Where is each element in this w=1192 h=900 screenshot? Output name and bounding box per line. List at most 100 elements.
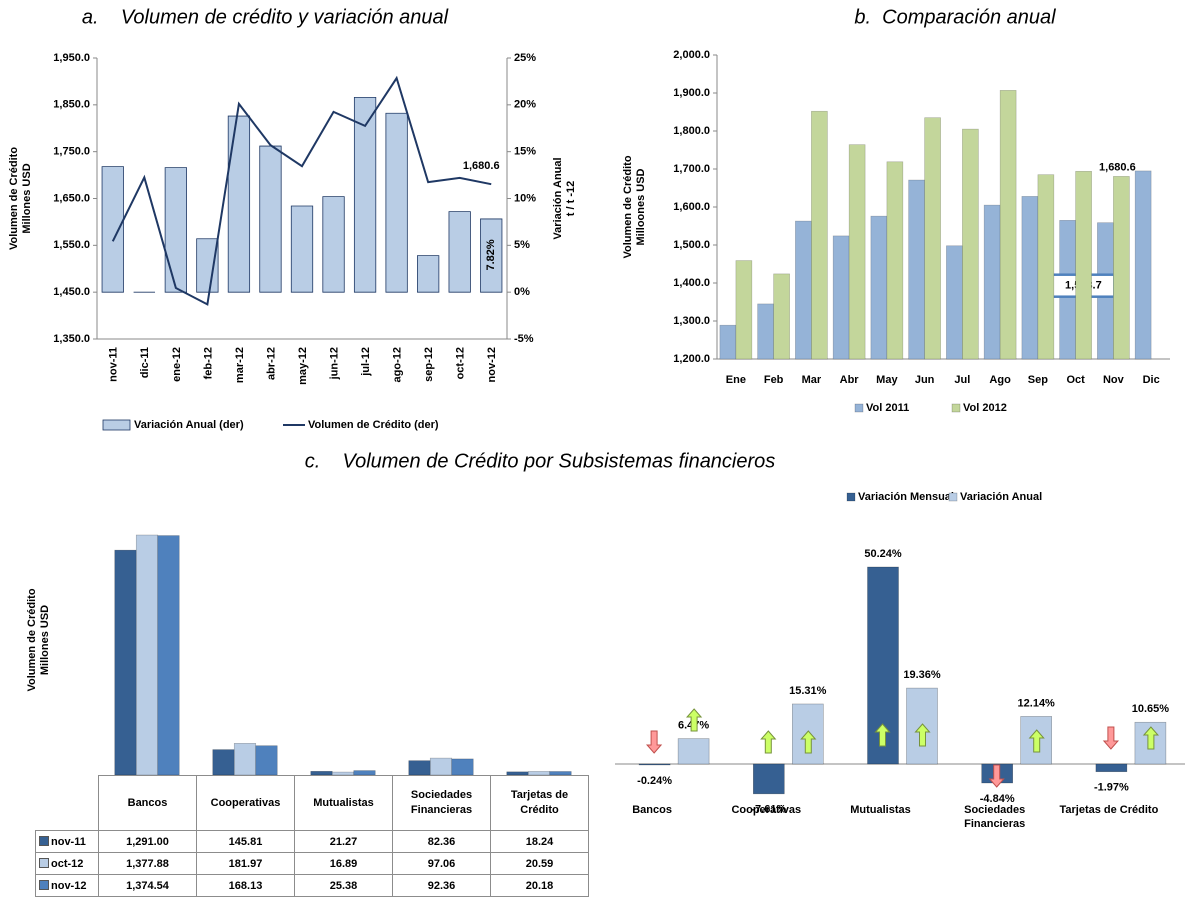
table-cell: 145.81 (196, 830, 295, 853)
bar (101, 166, 124, 293)
y-tick-label: 1,700.0 (673, 163, 710, 175)
data-label: 1,680.6 (463, 160, 500, 172)
legend-swatch (39, 857, 49, 868)
y2-tick-label: -5% (514, 333, 534, 345)
table-cell: 16.89 (294, 852, 393, 875)
axis-title: Volumen de Crédito (26, 588, 38, 691)
x-tick-label: may-12 (297, 347, 309, 385)
bar (1037, 174, 1055, 360)
y2-tick-label: 15% (514, 146, 536, 158)
x-tick-label: Cooperativas (731, 804, 802, 816)
x-tick-label: Bancos (632, 804, 672, 816)
table-corner (35, 775, 99, 831)
bar (448, 211, 471, 293)
y2-tick-label: 5% (514, 239, 530, 251)
bar (259, 145, 282, 293)
x-tick-label: Nov (1103, 374, 1125, 386)
chart-title: b. Comparación anual (854, 6, 1056, 28)
trend-arrow (760, 730, 777, 754)
bar (832, 235, 850, 360)
bar (999, 90, 1017, 360)
bar (212, 749, 235, 776)
bar (255, 745, 278, 776)
x-tick-label: jun-12 (328, 347, 340, 380)
bar (1095, 763, 1128, 773)
table-cell: 25.38 (294, 874, 393, 897)
legend-label: Vol 2012 (963, 402, 1007, 414)
x-tick-label: dic-11 (139, 347, 151, 378)
bar (322, 196, 345, 293)
bar (1021, 196, 1039, 360)
axis-title: Volumen de Crédito (8, 147, 20, 250)
data-label: 1,680.6 (1099, 161, 1136, 173)
bar (811, 110, 828, 360)
y-tick-label: 1,600.0 (673, 201, 710, 213)
bar (196, 238, 219, 293)
x-tick-label: mar-12 (234, 347, 246, 383)
bar (164, 167, 187, 293)
x-tick-label: sep-12 (423, 347, 435, 382)
x-tick-label: Sociedades Financieras (964, 804, 1026, 830)
bar (719, 324, 737, 360)
table-cell: 20.59 (490, 852, 589, 875)
x-tick-label: Ene (726, 374, 746, 386)
legend-label: nov-12 (51, 879, 87, 892)
x-tick-label: Oct (1066, 374, 1085, 386)
trend-arrow (1028, 729, 1045, 753)
trend-arrow (645, 730, 663, 754)
trend-arrow (1142, 726, 1160, 750)
x-tick-label: May (876, 374, 898, 386)
trend-arrow (685, 708, 703, 732)
axis-title: Volumen de Crédito (622, 155, 634, 258)
data-label: 10.65% (1132, 703, 1170, 715)
data-label: 12.14% (1018, 697, 1056, 709)
axis-title: Millones USD (39, 605, 51, 675)
bar (757, 303, 774, 360)
x-tick-label: Jul (954, 374, 970, 386)
table-row: nov-11 1,291.00 145.81 21.27 82.36 18.24 (35, 830, 589, 853)
y2-tick-label: 0% (514, 286, 530, 298)
table-header: Cooperativas (196, 775, 295, 831)
x-tick-label: ago-12 (392, 347, 404, 382)
y-tick-label: 1,950.0 (53, 52, 90, 64)
x-tick-label: Feb (764, 374, 784, 386)
y-tick-label: 1,850.0 (53, 99, 90, 111)
legend-label: Vol 2011 (866, 402, 909, 414)
trend-arrow (914, 723, 931, 747)
x-tick-label: jul-12 (360, 347, 372, 377)
x-tick-label: oct-12 (455, 347, 467, 379)
bar (408, 760, 431, 776)
bar (417, 255, 440, 293)
bar (135, 534, 159, 776)
table-header: Bancos (98, 775, 197, 831)
bar (114, 549, 137, 776)
x-tick-label: Abr (840, 374, 860, 386)
x-tick-label: Ago (989, 374, 1011, 386)
legend-label: Variación Anual (der) (134, 419, 244, 431)
legend-label: Volumen de Crédito (der) (308, 419, 439, 431)
legend-swatch (102, 419, 131, 431)
bar (157, 535, 180, 776)
y-tick-label: 1,300.0 (673, 315, 710, 327)
table-row-header: oct-12 (35, 852, 99, 875)
bar (1075, 170, 1092, 360)
legend-swatch (951, 403, 961, 413)
x-tick-label: Dic (1143, 374, 1160, 386)
data-label: -1.97% (1094, 782, 1129, 794)
trend-arrow (988, 764, 1005, 788)
y-tick-label: 2,000.0 (673, 49, 710, 61)
table-cell: 97.06 (392, 852, 491, 875)
y-tick-label: 1,450.0 (53, 286, 90, 298)
y2-tick-label: 25% (514, 52, 536, 64)
legend-swatch (39, 879, 49, 890)
y-tick-label: 1,200.0 (673, 353, 710, 365)
legend-swatch (854, 403, 864, 413)
bar (638, 763, 671, 766)
bar (385, 112, 408, 293)
trend-arrow (1102, 726, 1120, 750)
chart-title: a. Volumen de crédito y variación anual (82, 6, 449, 28)
legend-swatch (948, 492, 958, 502)
axis-title: Milloones USD (635, 168, 647, 245)
